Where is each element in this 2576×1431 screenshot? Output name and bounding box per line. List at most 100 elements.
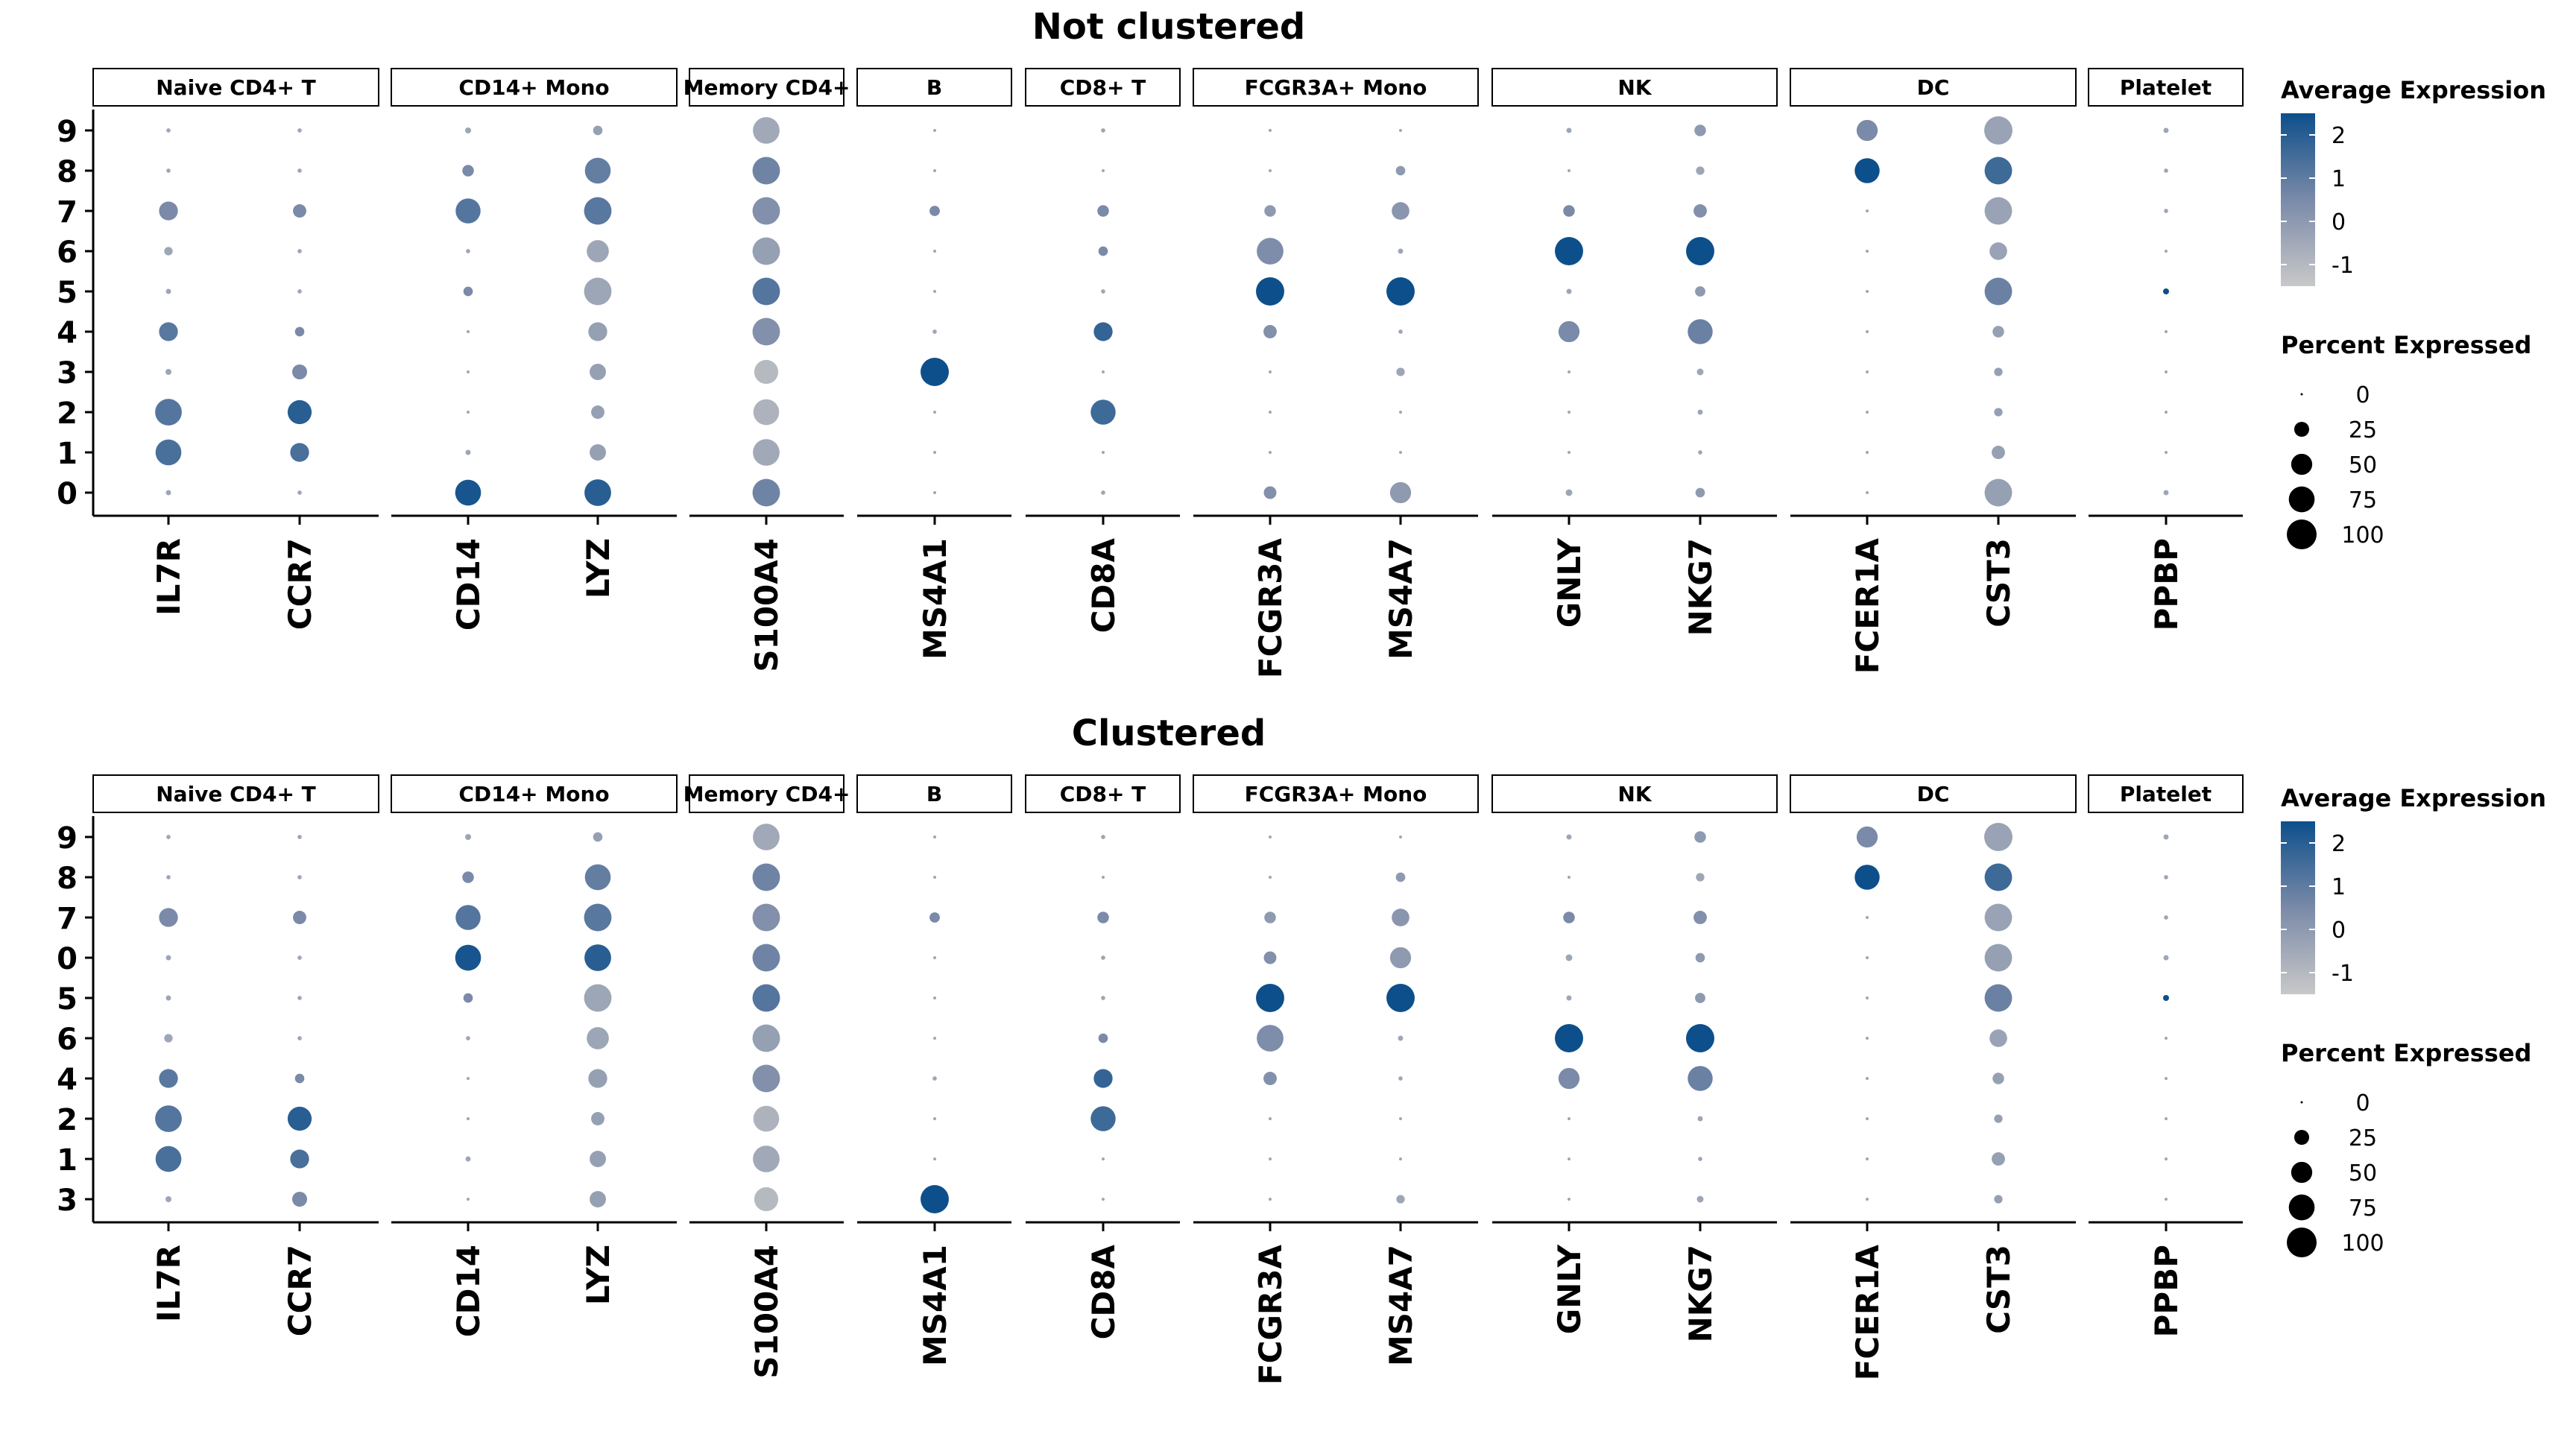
y-tick-label: 5 [57, 982, 78, 1017]
dot-point [463, 286, 473, 297]
dot-point [1984, 116, 2012, 145]
dot-point [2165, 451, 2168, 454]
dot-point [1399, 451, 1402, 454]
dot-point [1568, 411, 1570, 414]
dot-point [1098, 1033, 1108, 1043]
size-legend-dot [2291, 1161, 2313, 1184]
dot-point [1566, 995, 1572, 1001]
facet-label: Platelet [2120, 782, 2212, 806]
dot-point [2164, 209, 2168, 213]
dot-point [933, 491, 936, 494]
dot-point [753, 117, 780, 144]
dot-point [1101, 996, 1105, 1000]
x-tick-label: IL7R [151, 1245, 187, 1322]
color-legend-label: 0 [2332, 917, 2346, 944]
y-tick-label: 7 [57, 902, 78, 936]
dot-point [1686, 237, 1714, 265]
dot-point [1694, 124, 1706, 136]
dot-point [1257, 1025, 1284, 1052]
dot-point [590, 444, 606, 461]
dot-point [1696, 166, 1705, 175]
x-tick-label: S100A4 [748, 1245, 785, 1379]
facet-label: CD14+ Mono [458, 782, 609, 806]
dot-point [1389, 481, 1412, 504]
dot-point [1399, 411, 1402, 414]
dot-point [1263, 951, 1277, 964]
dot-point [455, 198, 481, 224]
dot-point [752, 237, 780, 265]
dot-point [1102, 1198, 1105, 1201]
y-tick-label: 6 [57, 1023, 78, 1057]
dot-point [166, 835, 171, 839]
dot-point [1263, 325, 1277, 338]
x-tick-label: GNLY [1551, 1244, 1588, 1334]
x-tick-label: FCER1A [1849, 1245, 1886, 1381]
dot-point [933, 1117, 936, 1120]
y-tick-label: 8 [57, 155, 78, 189]
dot-point [2164, 875, 2168, 879]
dot-point [933, 451, 936, 454]
y-tick-label: 2 [57, 1103, 78, 1137]
dot-point [933, 1157, 936, 1160]
dot-point [1263, 1072, 1277, 1085]
facet-strip [1025, 774, 1181, 813]
dot-point [1269, 451, 1272, 454]
dot-point [1269, 411, 1272, 414]
facet-label: Memory CD4+ [684, 75, 850, 100]
dot-point [933, 129, 936, 132]
dot-point [467, 370, 470, 373]
size-legend-title: Percent Expressed [2281, 331, 2531, 359]
dot-point [1395, 872, 1406, 882]
size-legend-dot [2294, 422, 2309, 437]
dot-point [1102, 370, 1105, 373]
dot-point [1696, 368, 1704, 376]
dot-point [2163, 955, 2169, 961]
dot-point [1389, 947, 1412, 969]
facet-label: CD8+ T [1060, 782, 1146, 806]
dot-point [933, 835, 936, 838]
y-tick-label: 6 [57, 236, 78, 270]
dot-point [1090, 1106, 1116, 1131]
dot-point [1984, 277, 2012, 306]
dot-point [593, 832, 603, 842]
dot-point [1866, 290, 1869, 293]
color-legend-label: -1 [2332, 253, 2354, 279]
color-legend-title: Average Expression [2281, 784, 2546, 812]
dot-point [1558, 320, 1580, 343]
dot-point [1568, 1198, 1570, 1201]
dot-point [1399, 835, 1402, 838]
facet-strip [1790, 774, 2077, 813]
x-tick-label: CST3 [1980, 1245, 2017, 1334]
dot-point [297, 168, 302, 173]
dot-point [753, 399, 780, 426]
x-tick-label: GNLY [1551, 537, 1588, 628]
dot-point [1866, 491, 1869, 494]
dot-point [2165, 330, 2168, 333]
dot-point [754, 1187, 779, 1212]
size-legend-label: 25 [2349, 1125, 2377, 1152]
y-tick-label: 1 [57, 437, 78, 471]
x-tick-label: NKG7 [1682, 1245, 1719, 1342]
dot-point [1866, 956, 1869, 959]
facet-label: DC [1917, 782, 1950, 806]
dot-point [297, 835, 302, 839]
dot-point [466, 1036, 470, 1040]
dot-point [1866, 1117, 1869, 1120]
dot-point [467, 1198, 470, 1201]
dot-point [1568, 169, 1570, 172]
dot-point [1555, 1024, 1583, 1052]
color-legend-label: 0 [2332, 209, 2346, 236]
dot-point [466, 249, 470, 253]
x-tick-label: LYZ [580, 1245, 616, 1305]
facet-strip [391, 774, 678, 813]
dot-point [1399, 129, 1402, 132]
dot-point [287, 1106, 312, 1131]
x-tick-label: FCER1A [1849, 538, 1886, 675]
dot-point [933, 876, 936, 879]
dot-point [1566, 834, 1572, 840]
color-legend-label: 2 [2332, 831, 2346, 857]
dot-point [1568, 1117, 1570, 1120]
dot-point [1992, 1152, 2005, 1166]
y-tick-label: 9 [57, 115, 78, 149]
dot-point [1269, 876, 1272, 879]
